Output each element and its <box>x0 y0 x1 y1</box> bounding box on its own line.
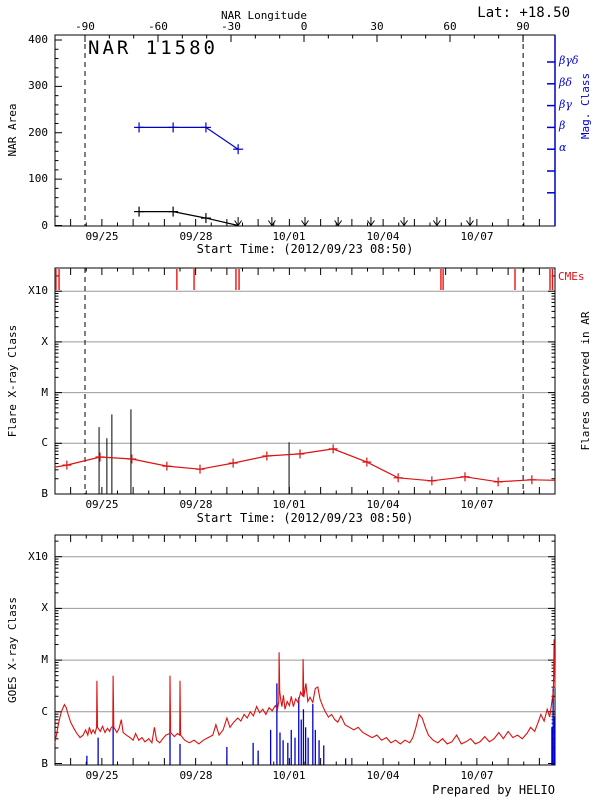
zero-area-arrow <box>466 220 471 226</box>
cmes-label: CMEs <box>558 270 585 283</box>
area-tick-label: 0 <box>41 219 48 232</box>
date-tick-label: 10/01 <box>272 230 306 243</box>
zero-area-arrow <box>370 220 375 226</box>
date-tick-label: 09/25 <box>85 769 119 782</box>
flares-observed-label: Flares observed in AR <box>579 311 592 451</box>
zero-area-arrow <box>469 220 474 226</box>
zero-area-arrow <box>400 220 405 226</box>
flare-class-tick-label: M <box>41 386 48 399</box>
area-tick-label: 200 <box>28 126 48 139</box>
goes-class-tick-label: C <box>41 705 48 718</box>
goes-class-tick-label: X <box>41 601 48 614</box>
zero-area-arrow <box>367 220 372 226</box>
zero-area-arrow <box>301 220 306 226</box>
longitude-tick-label: 30 <box>370 20 384 33</box>
date-tick-label: 09/25 <box>85 498 119 511</box>
goes-class-tick-label: X10 <box>28 550 48 563</box>
area-tick-label: 400 <box>28 33 48 46</box>
zero-area-arrow <box>267 220 273 226</box>
date-tick-label: 10/01 <box>272 769 306 782</box>
date-tick-label: 09/28 <box>179 498 213 511</box>
date-tick-label: 10/07 <box>460 498 494 511</box>
flare-class-tick-label: X <box>41 335 48 348</box>
mag-class-tick-label: βγ <box>559 98 572 111</box>
date-tick-label: 10/04 <box>366 769 400 782</box>
goes-class-tick-label: M <box>41 653 48 666</box>
date-tick-label: 10/04 <box>366 498 400 511</box>
top-axis-title: NAR Longitude <box>220 9 308 22</box>
area-tick-label: 100 <box>28 172 48 185</box>
latitude-label: Lat: +18.50 <box>477 5 570 21</box>
date-tick-label: 09/25 <box>85 230 119 243</box>
zero-area-arrow <box>304 220 309 226</box>
zero-area-arrow <box>234 220 239 226</box>
nar-area-line <box>139 211 239 227</box>
zero-area-arrow <box>334 220 339 226</box>
mag-class-tick-label: β <box>559 119 566 132</box>
date-tick-label: 09/28 <box>179 230 213 243</box>
zero-area-arrow <box>337 220 343 226</box>
panel1-start-time-label: Start Time: (2012/09/23 08:50) <box>196 242 414 256</box>
panel2-start-time-label: Start Time: (2012/09/23 08:50) <box>196 511 414 525</box>
zero-area-arrow <box>237 220 243 226</box>
zero-area-arrow <box>436 220 441 226</box>
longitude-tick-label: -90 <box>75 20 95 33</box>
date-tick-label: 10/01 <box>272 498 306 511</box>
prepared-by-label: Prepared by HELIO <box>432 783 555 797</box>
flare-panel-frame <box>54 267 556 495</box>
longitude-tick-label: -60 <box>148 20 168 33</box>
mag-class-tick-label: βγδ <box>559 54 579 67</box>
flare-class-tick-label: B <box>41 487 48 500</box>
zero-area-arrow <box>432 220 438 226</box>
date-tick-label: 10/04 <box>366 230 400 243</box>
mag-class-axis-label: Mag. Class <box>579 72 592 140</box>
date-tick-label: 09/28 <box>179 769 213 782</box>
mag-class-tick-label: βδ <box>559 76 572 89</box>
goes-class-tick-label: B <box>41 757 48 770</box>
longitude-tick-label: 90 <box>516 20 530 33</box>
mag-class-tick-label: α <box>559 141 567 154</box>
flare-class-tick-label: C <box>41 436 48 449</box>
longitude-tick-label: 0 <box>300 20 308 33</box>
nar-panel-frame <box>54 34 556 227</box>
date-tick-label: 10/07 <box>460 769 494 782</box>
panel1-title: NAR 11580 <box>88 37 218 59</box>
flare-class-tick-label: X10 <box>28 284 48 297</box>
longitude-tick-label: -30 <box>221 20 241 33</box>
flare-background-line <box>54 448 556 483</box>
area-tick-label: 300 <box>28 79 48 92</box>
zero-area-arrow <box>403 220 408 226</box>
zero-area-arrow <box>271 220 276 226</box>
date-tick-label: 10/07 <box>460 230 494 243</box>
goes-flux-line <box>54 639 556 745</box>
mag-class-line <box>139 126 239 150</box>
longitude-tick-label: 60 <box>443 20 457 33</box>
